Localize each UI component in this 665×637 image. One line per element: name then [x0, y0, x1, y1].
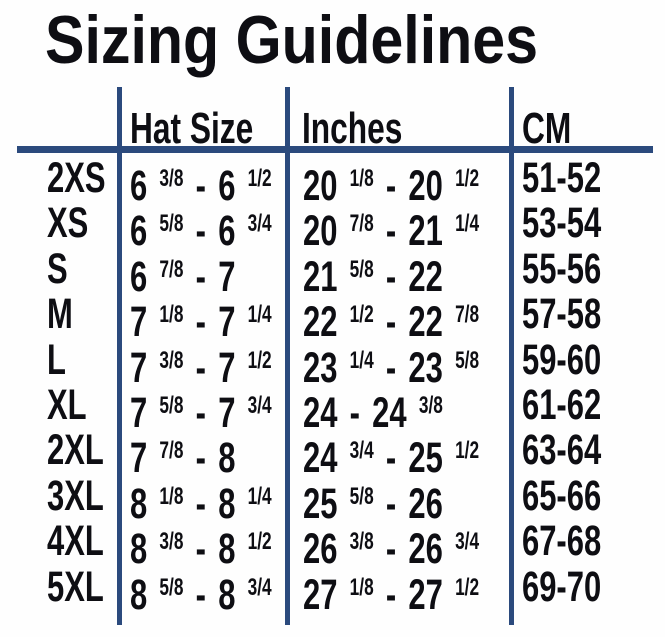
inches-value: 27 1/8 - 27 1/2: [303, 570, 480, 619]
hat-size-value: 6 5/8 - 6 3/4: [130, 207, 272, 256]
fraction: 1/4: [247, 482, 272, 510]
cm-value: 59-60: [522, 335, 602, 384]
cm-value: 65-66: [522, 471, 602, 520]
size-label: XL: [47, 381, 87, 429]
size-label: 4XL: [47, 517, 104, 566]
fraction: 3/8: [418, 392, 443, 419]
size-label: 2XS: [47, 154, 106, 202]
table-row: 3XL 8 1/8 - 8 1/4 25 5/8 - 26 65-66: [0, 471, 665, 528]
fraction: 1/4: [349, 346, 374, 374]
column-divider-1: [117, 87, 122, 625]
table-row: XS 6 5/8 - 6 3/4 20 7/8 - 21 1/4 53-54: [0, 199, 665, 256]
fraction: 5/8: [159, 210, 184, 238]
fraction: 3/8: [159, 528, 184, 556]
table-row: XL 7 5/8 - 7 3/4 24 - 24 3/8 61-62: [0, 381, 665, 437]
inches-value: 23 1/4 - 23 5/8: [303, 343, 480, 392]
column-header-hat-size: Hat Size: [130, 104, 254, 153]
inches-value: 25 5/8 - 26: [303, 479, 443, 528]
fraction: 1/8: [159, 301, 184, 329]
cm-value: 55-56: [522, 244, 602, 293]
size-label: 2XL: [47, 426, 104, 475]
fraction: 1/8: [349, 165, 374, 192]
inches-value: 26 3/8 - 26 3/4: [303, 525, 480, 574]
fraction: 3/8: [159, 165, 184, 192]
cm-value: 69-70: [522, 562, 602, 611]
fraction: 1/2: [455, 165, 480, 192]
fraction: 5/8: [349, 482, 374, 510]
inches-value: 24 3/4 - 25 1/2: [303, 434, 480, 483]
cm-value: 61-62: [522, 381, 602, 429]
hat-size-value: 8 5/8 - 8 3/4: [130, 570, 272, 619]
table-row: 2XS 6 3/8 - 6 1/2 20 1/8 - 20 1/2 51-52: [0, 154, 665, 210]
table-row: 5XL 8 5/8 - 8 3/4 27 1/8 - 27 1/2 69-70: [0, 562, 665, 619]
column-header-inches: Inches: [302, 104, 403, 153]
fraction: 5/8: [159, 392, 184, 419]
fraction: 7/8: [349, 210, 374, 238]
size-label: L: [47, 335, 66, 384]
fraction: 1/2: [247, 528, 272, 556]
fraction: 1/8: [159, 482, 184, 510]
size-label: XS: [47, 199, 89, 248]
fraction: 3/4: [349, 437, 374, 465]
inches-value: 20 1/8 - 20 1/2: [303, 162, 480, 210]
cm-value: 53-54: [522, 199, 602, 248]
fraction: 1/2: [455, 437, 480, 465]
fraction: 5/8: [349, 255, 374, 283]
inches-value: 20 7/8 - 21 1/4: [303, 207, 480, 256]
fraction: 5/8: [455, 346, 480, 374]
hat-size-value: 7 3/8 - 7 1/2: [130, 343, 272, 392]
hat-size-value: 7 7/8 - 8: [130, 434, 236, 483]
size-label: M: [47, 290, 73, 339]
hat-size-value: 7 1/8 - 7 1/4: [130, 298, 272, 347]
fraction: 1/8: [349, 573, 374, 601]
cm-value: 51-52: [522, 154, 602, 202]
table-row: S 6 7/8 - 7 21 5/8 - 22 55-56: [0, 244, 665, 301]
fraction: 3/4: [455, 528, 480, 556]
fraction: 3/4: [247, 210, 272, 238]
fraction: 1/2: [247, 165, 272, 192]
hat-size-value: 7 5/8 - 7 3/4: [130, 389, 272, 437]
cm-value: 63-64: [522, 426, 602, 475]
table-row: 2XL 7 7/8 - 8 24 3/4 - 25 1/2 63-64: [0, 426, 665, 483]
fraction: 3/4: [247, 573, 272, 601]
inches-value: 21 5/8 - 22: [303, 252, 443, 301]
inches-value: 24 - 24 3/8: [303, 389, 443, 437]
size-label: 5XL: [47, 562, 104, 611]
hat-size-value: 8 3/8 - 8 1/2: [130, 525, 272, 574]
fraction: 3/8: [159, 346, 184, 374]
fraction: 1/2: [349, 301, 374, 329]
fraction: 1/4: [247, 301, 272, 329]
table-row: L 7 3/8 - 7 1/2 23 1/4 - 23 5/8 59-60: [0, 335, 665, 392]
inches-value: 22 1/2 - 22 7/8: [303, 298, 480, 347]
table-row: 4XL 8 3/8 - 8 1/2 26 3/8 - 26 3/4 67-68: [0, 517, 665, 574]
header-rule: [17, 146, 653, 153]
size-label: S: [47, 244, 68, 293]
hat-size-value: 8 1/8 - 8 1/4: [130, 479, 272, 528]
column-divider-2: [285, 87, 290, 625]
fraction: 1/2: [247, 346, 272, 374]
page-title: Sizing Guidelines: [45, 2, 539, 78]
fraction: 3/8: [349, 528, 374, 556]
fraction: 3/4: [247, 392, 272, 419]
hat-size-value: 6 3/8 - 6 1/2: [130, 162, 272, 210]
cm-value: 57-58: [522, 290, 602, 339]
table-row: M 7 1/8 - 7 1/4 22 1/2 - 22 7/8 57-58: [0, 290, 665, 347]
fraction: 7/8: [159, 255, 184, 283]
fraction: 7/8: [455, 301, 480, 329]
cm-value: 67-68: [522, 517, 602, 566]
hat-size-value: 6 7/8 - 7: [130, 252, 236, 301]
fraction: 7/8: [159, 437, 184, 465]
fraction: 1/4: [455, 210, 480, 238]
column-divider-3: [509, 87, 514, 625]
fraction: 1/2: [455, 573, 480, 601]
column-header-cm: CM: [522, 104, 572, 153]
fraction: 5/8: [159, 573, 184, 601]
size-label: 3XL: [47, 471, 104, 520]
